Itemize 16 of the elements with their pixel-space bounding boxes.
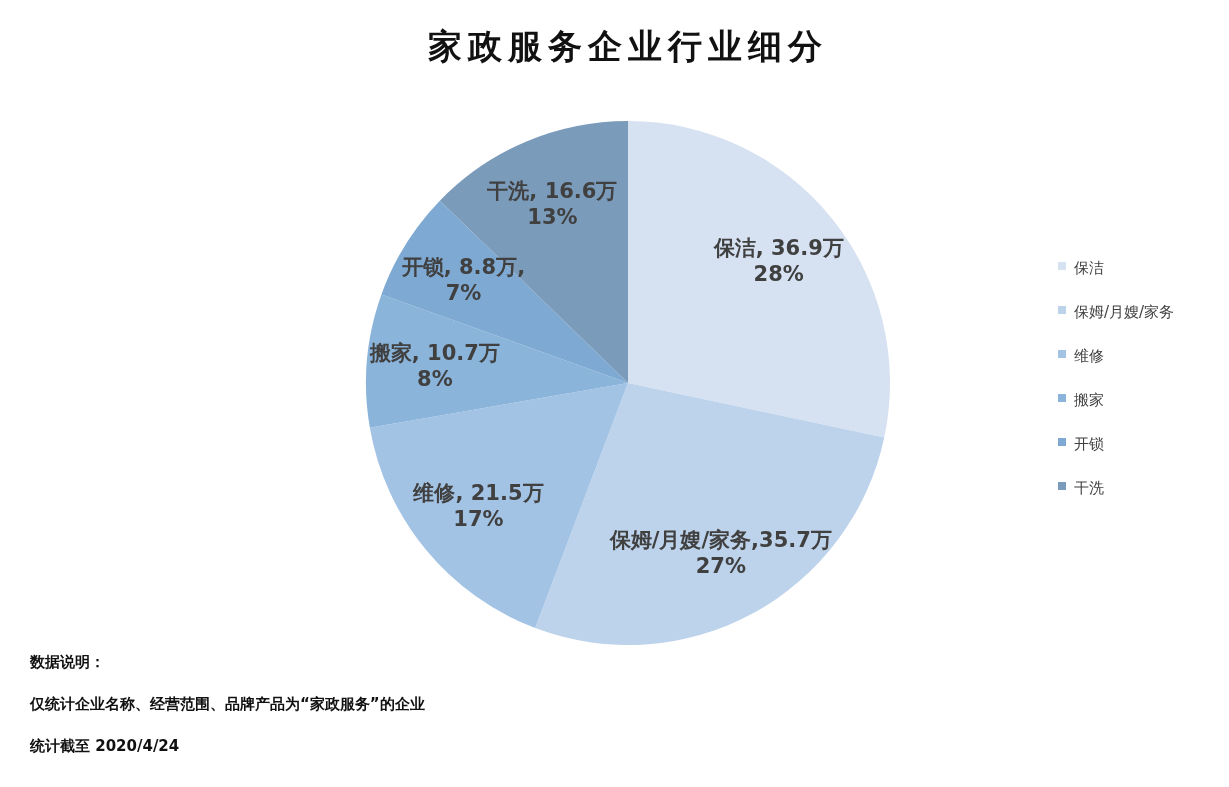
legend-label: 保洁 — [1074, 259, 1104, 277]
legend-label: 干洗 — [1074, 479, 1104, 497]
data-label: 干洗, 16.6万 13% — [486, 179, 618, 230]
text: 数据说明： — [29, 653, 105, 671]
data-label: 保洁, 36.9万 28% — [712, 236, 844, 287]
data-label: 开锁, 8.8万, 7% — [400, 255, 526, 306]
data-label: 搬家, 10.7万 8% — [368, 341, 500, 392]
data-label: 保姆/月嫂/家务,35.7万 27% — [608, 528, 832, 579]
text: 仅统计企业名称、经营范围、品牌产品为“家政服务”的企业 — [29, 695, 425, 713]
legend-label: 搬家 — [1074, 391, 1104, 409]
chart-title: 家政服务企业行业细分 — [428, 26, 828, 66]
data-label: 维修, 21.5万 17% — [412, 481, 544, 532]
text: 统计截至 2020/4/24 — [29, 737, 180, 755]
legend-label: 保姆/月嫂/家务 — [1074, 303, 1175, 321]
legend-label: 维修 — [1074, 347, 1104, 365]
legend-label: 开锁 — [1074, 435, 1104, 453]
